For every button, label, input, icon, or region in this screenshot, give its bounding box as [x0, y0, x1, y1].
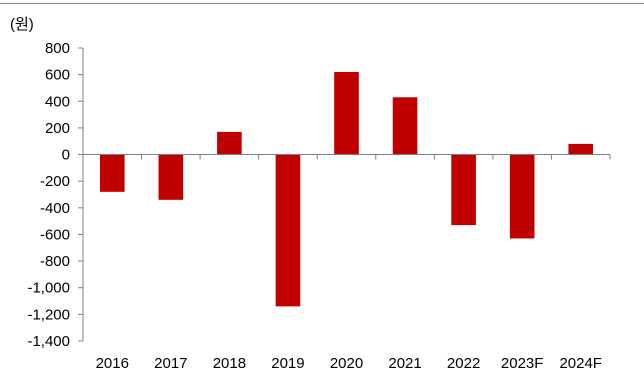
y-tick-label: 400 — [45, 93, 70, 110]
y-tick-label: -1,400 — [27, 333, 70, 350]
x-tick-label: 2017 — [154, 355, 187, 372]
bar-2020 — [334, 71, 359, 155]
y-tick-label: 0 — [62, 147, 70, 164]
x-tick-label: 2019 — [271, 355, 304, 372]
bar-2023F — [509, 154, 535, 239]
bar-2021 — [392, 97, 418, 155]
bar-2018 — [217, 131, 242, 155]
bar-2019 — [275, 154, 301, 307]
y-tick-label: -600 — [40, 226, 70, 243]
y-tick-label: 200 — [45, 120, 70, 137]
x-tick-label: 2023F — [501, 355, 544, 372]
y-tick-label: -1,000 — [27, 280, 70, 297]
x-tick-label: 2024F — [559, 355, 602, 372]
x-tick-label: 2021 — [388, 355, 421, 372]
x-tick-label: 2020 — [330, 355, 363, 372]
x-tick-label: 2018 — [213, 355, 246, 372]
x-tick-label: 2022 — [447, 355, 480, 372]
bar-2022 — [451, 154, 476, 226]
y-tick-label: 800 — [45, 40, 70, 57]
y-tick-label: 600 — [45, 67, 70, 84]
bar-2016 — [99, 154, 125, 192]
y-tick-label: -400 — [40, 200, 70, 217]
bar-2017 — [158, 154, 184, 200]
top-rule — [0, 3, 644, 4]
y-unit-label: (원) — [10, 16, 34, 33]
y-tick-label: -1,200 — [27, 306, 70, 323]
x-tick-label: 2016 — [96, 355, 129, 372]
y-tick-label: -800 — [40, 253, 70, 270]
y-tick-label: -200 — [40, 173, 70, 190]
bar-2024F — [568, 143, 594, 155]
